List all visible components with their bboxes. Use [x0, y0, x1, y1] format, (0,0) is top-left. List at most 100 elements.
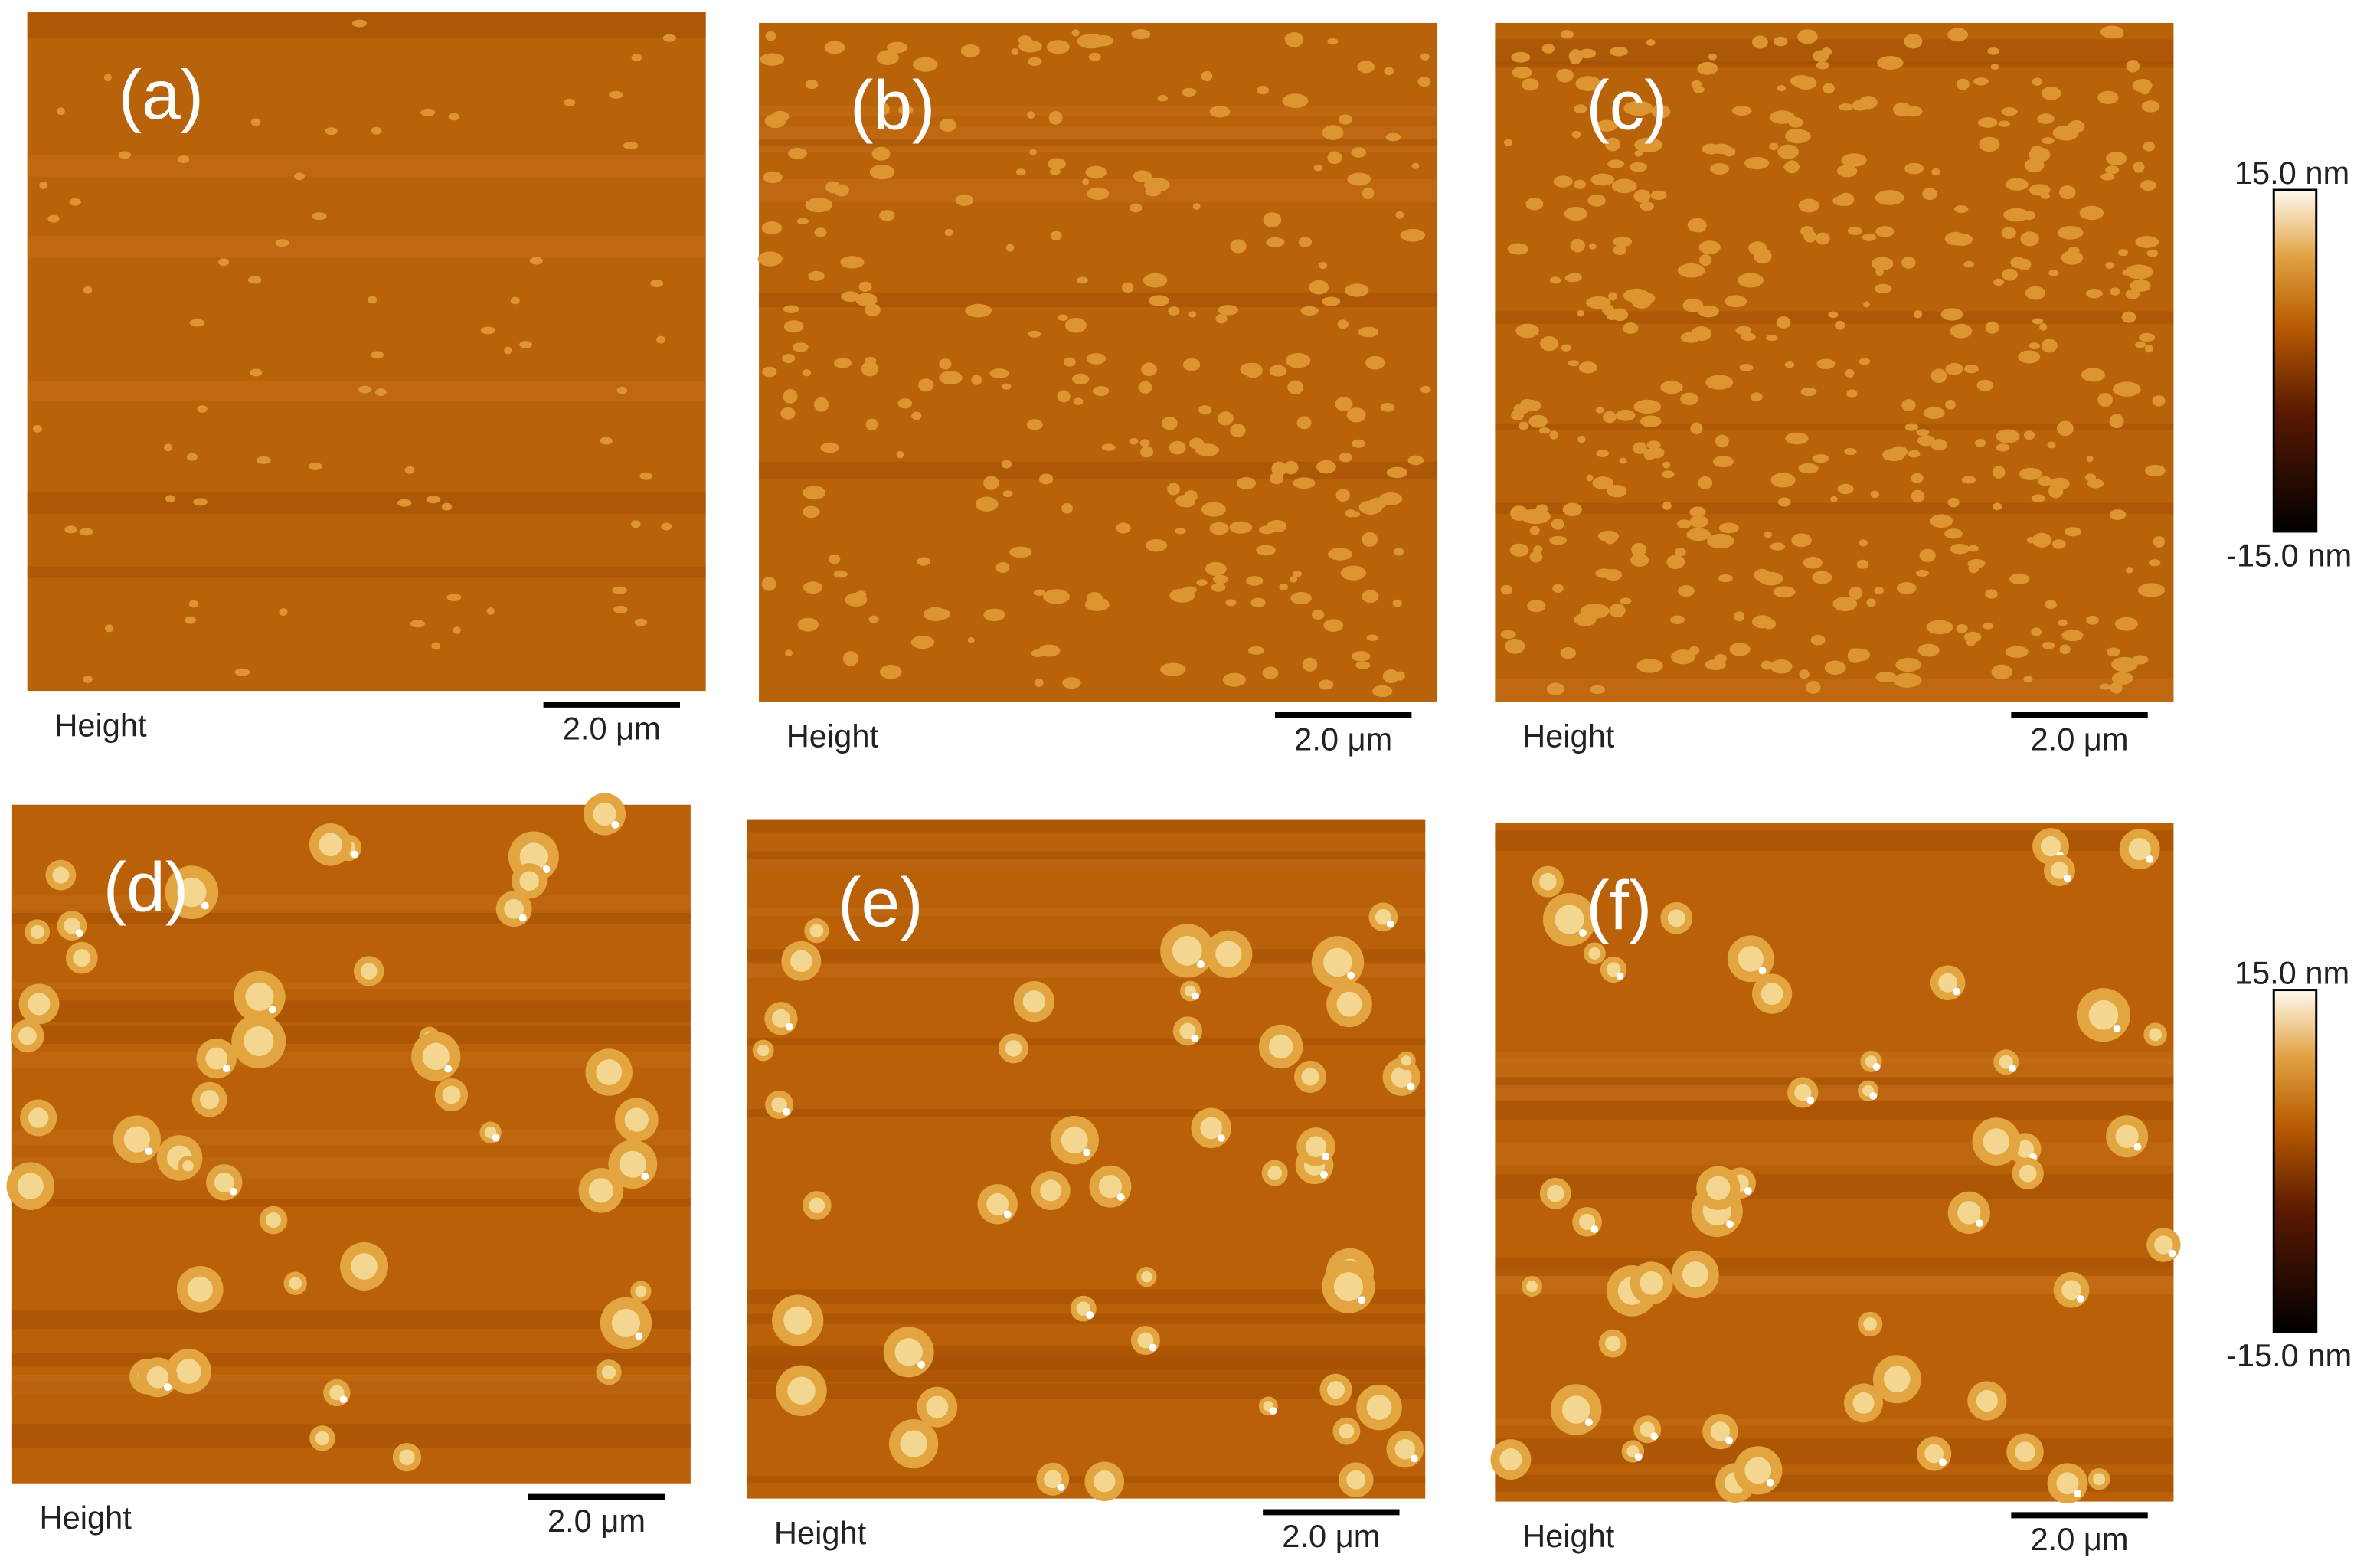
particle [1689, 515, 1708, 528]
particle-core [772, 1009, 790, 1028]
particle [813, 397, 829, 412]
particle [368, 296, 378, 304]
particle-hot [1086, 1311, 1094, 1320]
particle [825, 181, 841, 194]
particle [1087, 592, 1103, 605]
particle [1073, 397, 1084, 405]
afm-panel: (f) Height 2.0 μm [1490, 823, 2181, 1557]
particle [1812, 454, 1829, 463]
particle [1739, 364, 1754, 371]
scan-streak [1495, 1052, 2174, 1078]
particle [2084, 473, 2097, 482]
scale-bar-label: 2.0 μm [1282, 1518, 1380, 1554]
particle [1686, 528, 1711, 541]
particle-core [1172, 935, 1202, 966]
particle-core [1883, 1366, 1911, 1393]
particle [1366, 634, 1378, 642]
particle [1725, 295, 1747, 308]
particle [1028, 330, 1041, 338]
particle [1682, 298, 1704, 312]
particle [1064, 318, 1087, 333]
particle [2010, 257, 2026, 269]
particle [1956, 78, 1970, 90]
particle [1623, 288, 1650, 303]
particle [1525, 198, 1544, 211]
particle [1157, 95, 1169, 102]
particle [1028, 57, 1042, 67]
particle-hot [1590, 1225, 1599, 1233]
particle [1568, 273, 1582, 282]
scan-streak [27, 12, 706, 38]
particle [1666, 555, 1685, 570]
particle [960, 44, 980, 57]
particle [1527, 600, 1546, 613]
particle [2105, 165, 2120, 175]
particle [1590, 173, 1614, 186]
particle-hot [542, 865, 551, 873]
particle [1339, 452, 1352, 463]
particle [1209, 106, 1231, 118]
particle [955, 194, 974, 206]
particle [2044, 600, 2057, 609]
particle [1121, 282, 1134, 293]
particle [188, 600, 198, 608]
particle [1571, 130, 1581, 139]
particle-core [1760, 983, 1783, 1006]
particle [404, 466, 415, 474]
particle-core [2154, 1235, 2173, 1255]
particle [2058, 619, 2068, 626]
particle [939, 371, 963, 385]
particle [1950, 544, 1970, 555]
particle [2111, 656, 2138, 672]
particle [1033, 589, 1046, 597]
scan-streak [759, 106, 1438, 116]
particle-core [28, 1107, 49, 1128]
particle-core [289, 1277, 302, 1291]
particle [2047, 441, 2056, 449]
particle [1766, 335, 1778, 342]
particle [1992, 466, 2006, 479]
particle [2130, 279, 2151, 293]
particle [861, 361, 879, 377]
particle [1976, 379, 1993, 391]
scan-streak [1495, 1474, 2174, 1493]
particle-hot [1758, 967, 1767, 975]
particle [1088, 52, 1101, 61]
particle [1750, 392, 1763, 402]
particle [1604, 569, 1623, 581]
particle-core [176, 1359, 201, 1384]
particle-hot [611, 820, 620, 829]
particle [453, 626, 461, 634]
particle [358, 385, 372, 394]
particle [1201, 502, 1227, 517]
particle [1710, 163, 1729, 175]
particle [1729, 643, 1751, 656]
particle-core [30, 924, 44, 939]
particle-core [1094, 1470, 1116, 1493]
particle [780, 407, 796, 420]
particle [1549, 535, 1568, 545]
particle-core [2056, 1472, 2079, 1495]
particle-hot [1650, 1432, 1659, 1441]
particle-hot [1872, 1063, 1881, 1071]
particle-core [588, 1178, 613, 1203]
particle-hot [1953, 987, 1960, 996]
particle [1218, 305, 1239, 316]
particle [1198, 405, 1212, 415]
particle [2064, 527, 2081, 537]
particle [855, 293, 878, 306]
particle-core [809, 924, 824, 938]
particle-core [1744, 1457, 1772, 1484]
particle [250, 368, 263, 377]
particle-hot [518, 914, 527, 922]
particle [1549, 430, 1558, 440]
particle [2105, 151, 2127, 165]
particle [1169, 440, 1186, 455]
particle [1071, 373, 1090, 384]
particle [1837, 165, 1858, 178]
particle [1087, 187, 1110, 201]
particle [612, 586, 627, 594]
particle [1518, 421, 1529, 430]
particle [1698, 305, 1719, 318]
particle [510, 296, 520, 305]
